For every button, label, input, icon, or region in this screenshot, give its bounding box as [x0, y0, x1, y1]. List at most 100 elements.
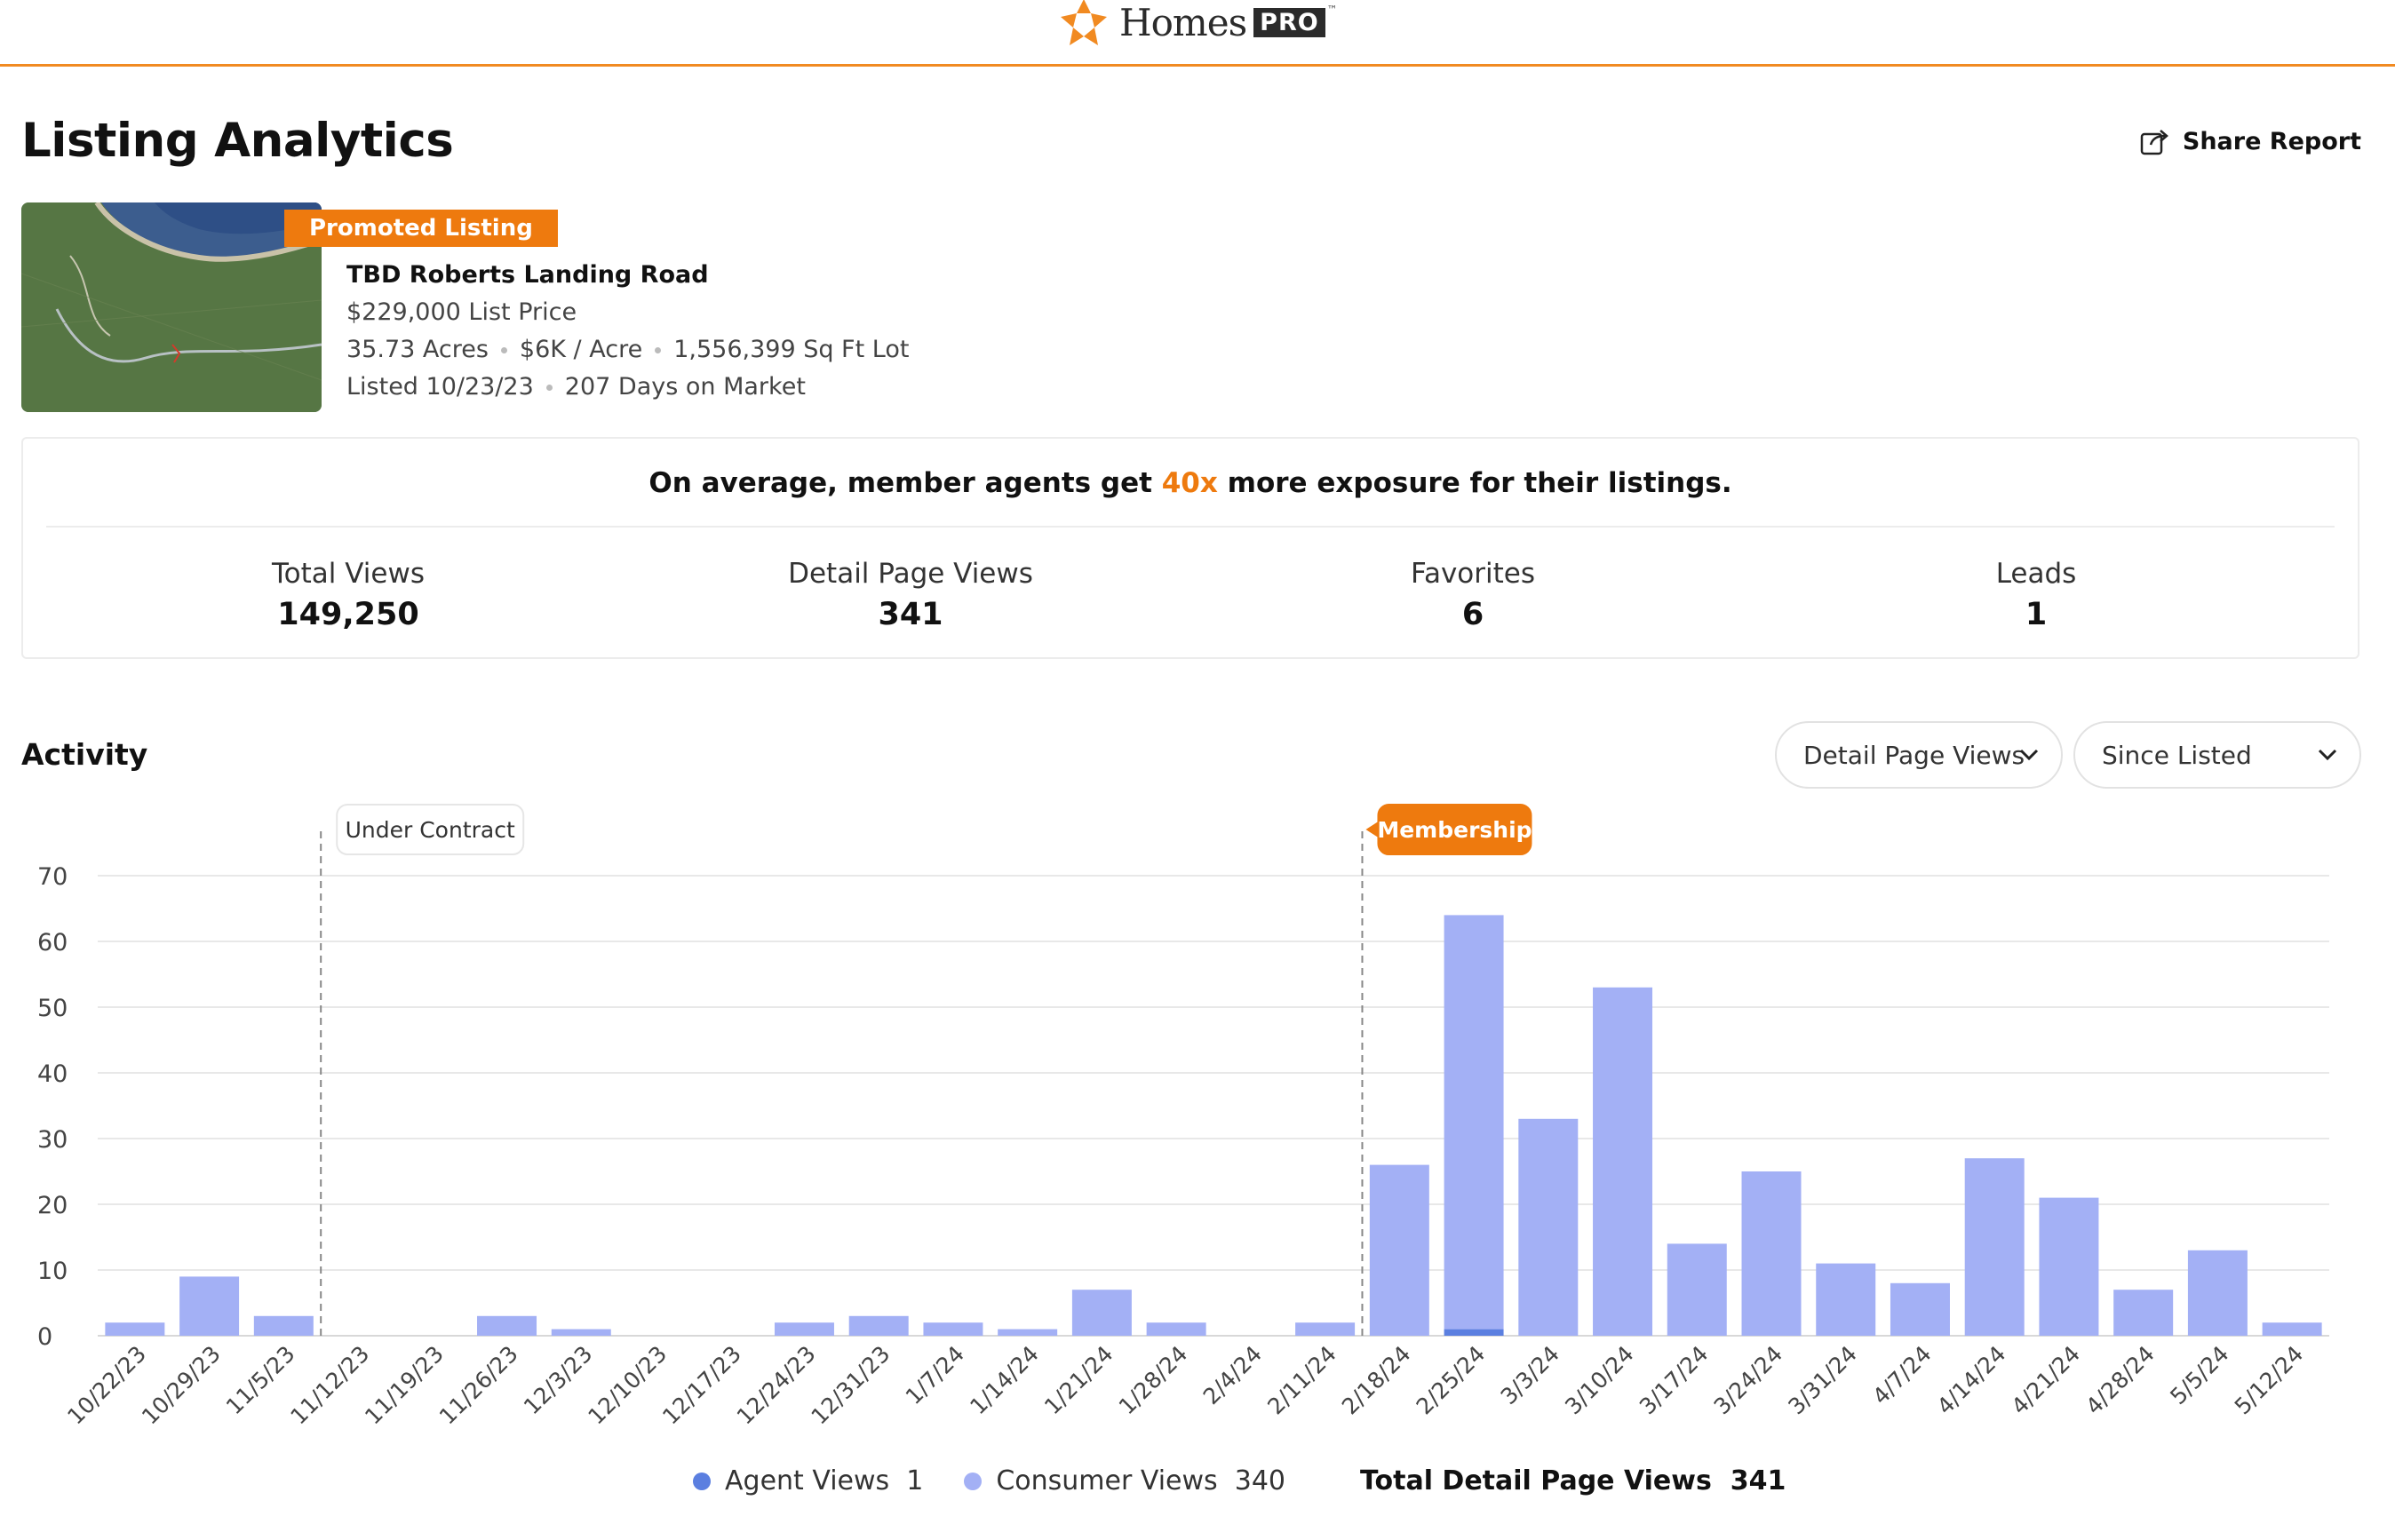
x-tick-label: 3/24/24 [1709, 1341, 1788, 1420]
y-tick-label: 70 [37, 863, 68, 891]
x-tick-label: 4/7/24 [1867, 1341, 1936, 1409]
consumer-views-bar [2262, 1322, 2322, 1336]
listing-days-on-market: 207 Days on Market [564, 373, 806, 401]
share-icon [2140, 129, 2168, 155]
stat-leads: Leads 1 [1995, 558, 2077, 632]
consumer-views-bar [105, 1322, 165, 1336]
x-tick-label: 3/17/24 [1635, 1341, 1714, 1420]
consumer-views-bar [1890, 1282, 1950, 1336]
x-tick-label: 5/5/24 [2165, 1341, 2233, 1409]
consumer-views-bar [253, 1315, 314, 1336]
legend-total: Total Detail Page Views 341 [1360, 1465, 1786, 1496]
consumer-views-bar [2187, 1250, 2248, 1336]
promoted-listing-badge: Promoted Listing [284, 210, 558, 247]
listing-acres: 35.73 Acres [346, 336, 489, 363]
consumer-views-bar [1741, 1171, 1802, 1336]
separator-dot [500, 347, 507, 353]
x-tick-label: 11/19/23 [360, 1341, 449, 1430]
metric-select-value: Detail Page Views [1803, 740, 2025, 770]
exposure-message: On average, member agents get 40x more e… [648, 467, 1732, 499]
agent-views-bar [1444, 1329, 1504, 1336]
listing-dates: Listed 10/23/23 207 Days on Market [346, 373, 806, 401]
consumer-views-bar [477, 1315, 537, 1336]
date-range-select-value: Since Listed [2102, 740, 2252, 770]
page-title: Listing Analytics [21, 114, 454, 168]
listing-price-per-acre: $6K / Acre [519, 336, 643, 363]
consumer-views-swatch [964, 1472, 983, 1490]
share-report-button[interactable]: Share Report [2140, 128, 2361, 155]
y-tick-label: 30 [37, 1126, 68, 1154]
x-tick-label: 12/24/23 [732, 1341, 821, 1430]
annotation-pointer [324, 822, 338, 837]
consumer-views-bar [998, 1329, 1058, 1336]
listing-address[interactable]: TBD Roberts Landing Road [346, 261, 709, 289]
consumer-views-bar [848, 1315, 909, 1336]
x-tick-label: 12/31/23 [807, 1341, 895, 1430]
annotation-label: Under Contract [346, 817, 515, 843]
stats-panel: On average, member agents get 40x more e… [21, 437, 2359, 659]
chevron-down-icon [2318, 749, 2337, 761]
y-tick-label: 0 [37, 1323, 52, 1351]
x-tick-label: 1/21/24 [1039, 1341, 1118, 1420]
x-tick-label: 3/10/24 [1560, 1341, 1639, 1420]
consumer-views-bar [1964, 1158, 2025, 1336]
consumer-views-bar [923, 1322, 983, 1336]
brand-logo[interactable]: Homes PRO ™ [1057, 0, 1338, 50]
stat-favorites: Favorites 6 [1410, 558, 1536, 632]
divider [46, 526, 2335, 528]
chevron-down-icon [2019, 749, 2039, 761]
y-tick-label: 10 [37, 1258, 68, 1285]
x-tick-label: 10/29/23 [137, 1341, 226, 1430]
exposure-multiplier: 40x [1161, 467, 1218, 499]
consumer-views-bar [551, 1329, 611, 1336]
brand-trademark: ™ [1326, 4, 1338, 16]
x-tick-label: 11/12/23 [285, 1341, 374, 1430]
legend-consumer-views[interactable]: Consumer Views 340 [964, 1465, 1285, 1496]
consumer-views-bar [1444, 915, 1504, 1330]
date-range-select[interactable]: Since Listed [2073, 721, 2361, 789]
listing-listed-date: Listed 10/23/23 [346, 373, 534, 401]
consumer-views-bar [179, 1276, 240, 1336]
consumer-views-bar [1295, 1322, 1356, 1336]
annotation-label: Membership [1377, 817, 1532, 843]
activity-title: Activity [21, 737, 148, 772]
x-tick-label: 11/26/23 [434, 1341, 523, 1430]
activity-bar-chart: 01020304050607010/22/2310/29/2311/5/2311… [37, 804, 2329, 1430]
consumer-views-bar [1816, 1263, 1876, 1336]
x-tick-label: 5/12/24 [2230, 1341, 2309, 1420]
chart-legend: Agent Views 1 Consumer Views 340 Total D… [693, 1465, 1786, 1496]
x-tick-label: 3/3/24 [1496, 1341, 1564, 1409]
agent-views-swatch [693, 1472, 711, 1490]
separator-dot [655, 347, 662, 353]
consumer-views-bar [774, 1322, 834, 1336]
annotation-pointer [1365, 822, 1379, 837]
metric-select[interactable]: Detail Page Views [1775, 721, 2063, 789]
x-tick-label: 2/18/24 [1337, 1341, 1416, 1420]
annotation-label-box [1377, 804, 1532, 855]
consumer-views-bar [2039, 1197, 2099, 1336]
consumer-views-bar [1518, 1118, 1579, 1336]
top-bar: Homes PRO ™ [0, 0, 2395, 67]
brand-name: Homes [1119, 0, 1247, 44]
consumer-views-bar [1146, 1322, 1206, 1336]
x-tick-label: 4/21/24 [2007, 1341, 2086, 1420]
consumer-views-bar [2113, 1290, 2174, 1336]
x-tick-label: 4/14/24 [1932, 1341, 2011, 1420]
x-tick-label: 10/22/23 [62, 1341, 151, 1430]
aerial-map-image [21, 202, 322, 412]
consumer-views-bar [1593, 987, 1653, 1336]
x-tick-label: 12/17/23 [657, 1341, 746, 1430]
consumer-views-bar [1667, 1243, 1727, 1336]
legend-agent-views[interactable]: Agent Views 1 [693, 1465, 923, 1496]
stat-total-views: Total Views 149,250 [272, 558, 425, 632]
x-tick-label: 3/31/24 [1783, 1341, 1862, 1420]
stat-detail-page-views: Detail Page Views 341 [788, 558, 1033, 632]
y-tick-label: 50 [37, 995, 68, 1022]
listing-lot-size: 1,556,399 Sq Ft Lot [673, 336, 910, 363]
x-tick-label: 2/4/24 [1198, 1341, 1267, 1409]
listing-photo[interactable] [21, 202, 322, 412]
y-tick-label: 60 [37, 929, 68, 957]
annotation-label-box [336, 804, 525, 855]
homes-star-logo-icon [1061, 0, 1107, 45]
consumer-views-bar [1369, 1164, 1429, 1336]
